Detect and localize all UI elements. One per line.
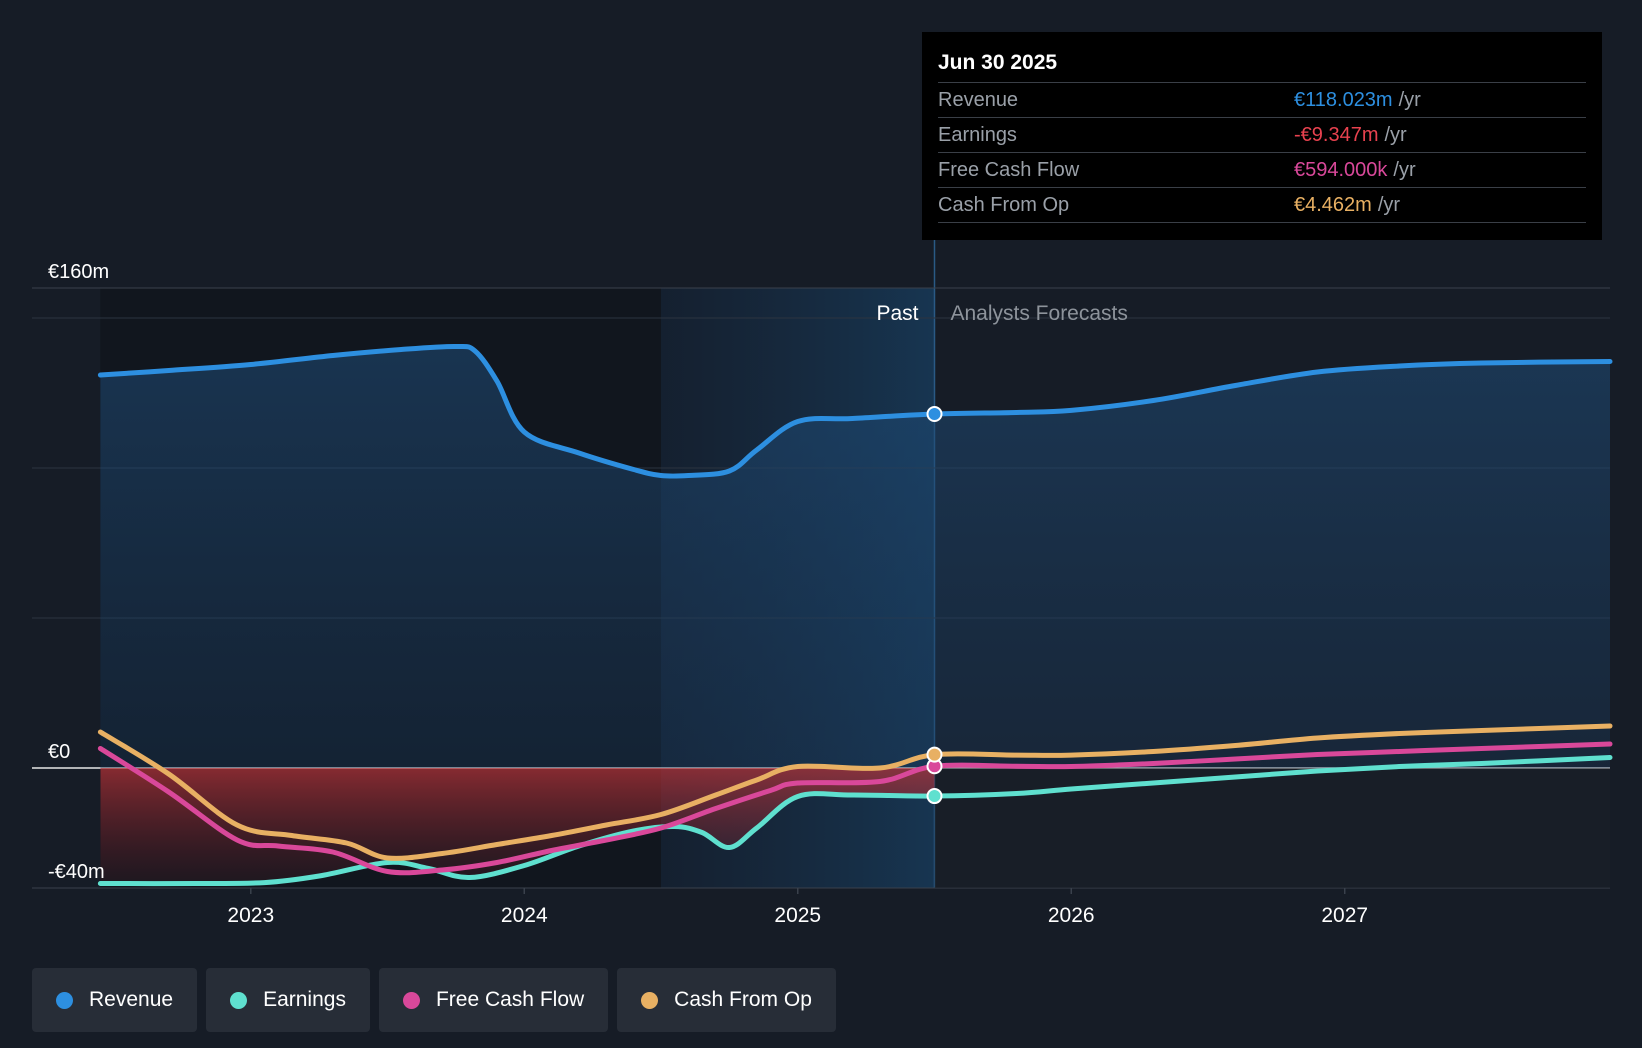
tooltip-unit: /yr — [1377, 194, 1401, 216]
tooltip-value: €4.462m — [1294, 194, 1372, 216]
tooltip-value: -€9.347m — [1294, 124, 1379, 146]
x-tick-label: 2024 — [501, 904, 548, 927]
x-tick-label: 2026 — [1048, 904, 1095, 927]
past-label: Past — [876, 302, 918, 325]
tooltip-label: Revenue — [938, 89, 1019, 111]
tooltip: Jun 30 2025 Revenue €118.023m/yr Earning… — [922, 32, 1602, 240]
y-tick-label: €160m — [48, 261, 109, 283]
legend-item-revenue[interactable]: Revenue — [32, 968, 198, 1032]
tooltip-label: Cash From Op — [938, 194, 1070, 216]
legend-label: Cash From Op — [674, 988, 812, 1011]
y-tick-label: -€40m — [48, 861, 105, 883]
marker-earnings — [926, 788, 943, 805]
forecast-negative-region — [934, 768, 1610, 888]
tooltip-unit: /yr — [1393, 159, 1416, 181]
series-line-free-cash-flow — [97, 741, 1613, 876]
marker-cash-from-op — [926, 746, 943, 763]
x-tick-label: 2025 — [774, 904, 821, 927]
legend-dot-icon — [230, 991, 248, 1009]
tooltip-row-earnings: Earnings -€9.347m/yr — [938, 117, 1586, 152]
tooltip-unit: /yr — [1398, 89, 1421, 111]
tooltip-date: Jun 30 2025 — [938, 51, 1058, 74]
x-tick-label: 2023 — [227, 904, 274, 927]
tooltip-value: €594.000k — [1294, 159, 1388, 181]
series-line-earnings — [97, 755, 1613, 887]
legend-dot-icon — [56, 991, 73, 1009]
x-tick-label: 2027 — [1321, 904, 1368, 927]
legend-item-cash-from-op[interactable]: Cash From Op — [617, 968, 836, 1032]
legend-label: Revenue — [89, 988, 174, 1011]
legend-dot-icon — [402, 991, 420, 1009]
legend-dot-icon — [641, 991, 659, 1009]
tooltip-row-revenue: Revenue €118.023m/yr — [938, 82, 1586, 117]
legend: Revenue Earnings Free Cash Flow Cash Fro… — [32, 968, 836, 1032]
series-line-cash-from-op — [97, 723, 1613, 861]
revenue-area — [100, 346, 1611, 768]
tooltip-unit: /yr — [1384, 124, 1407, 146]
legend-label: Earnings — [263, 988, 346, 1011]
legend-item-free-cash-flow[interactable]: Free Cash Flow — [378, 968, 609, 1032]
tooltip-label: Free Cash Flow — [938, 159, 1080, 181]
tooltip-row-cash-from-op: Cash From Op €4.462m/yr — [938, 187, 1586, 223]
forecast-label: Analysts Forecasts — [950, 302, 1127, 325]
tooltip-value: €118.023m — [1294, 89, 1393, 111]
y-tick-label: €0 — [48, 741, 70, 763]
legend-label: Free Cash Flow — [435, 988, 585, 1011]
series-line-revenue — [97, 343, 1613, 479]
loss-area — [100, 768, 935, 884]
marker-revenue — [926, 406, 943, 422]
tooltip-label: Earnings — [938, 124, 1017, 146]
tooltip-row-free-cash-flow: Free Cash Flow €594.000k/yr — [938, 152, 1586, 187]
legend-item-earnings[interactable]: Earnings — [206, 968, 370, 1032]
